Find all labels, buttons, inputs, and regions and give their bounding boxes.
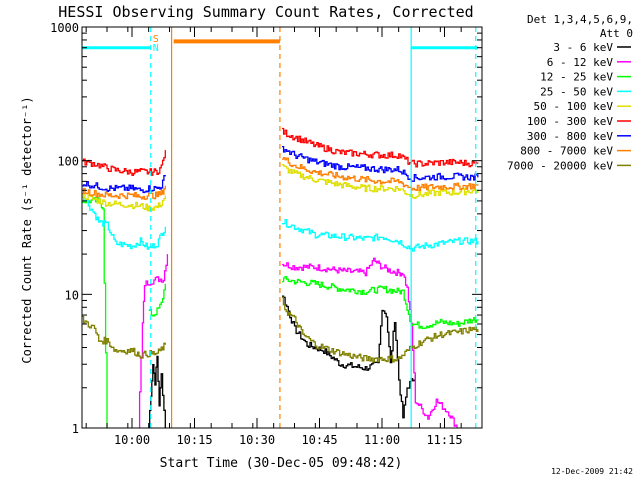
y-tick-label: 10: [65, 288, 79, 302]
series-line-12-25-kev-seg0: [82, 197, 108, 428]
legend-label-6-12-kev: 6 - 12 keV: [547, 56, 614, 69]
legend-header-line-2: Att 0: [600, 27, 633, 40]
legend: Det 1,3,4,5,6,9, Att 0 3 - 6 keV 6 - 12 k…: [507, 13, 633, 172]
legend-label-7000-20000-kev: 7000 - 20000 keV: [507, 159, 613, 172]
plot-frame: [81, 26, 483, 429]
x-tick-label: 10:15: [176, 433, 212, 447]
legend-label-3-6-kev: 3 - 6 keV: [553, 41, 613, 54]
series-line-100-300-kev-seg0: [82, 150, 166, 177]
series-line-7000-20000-kev-seg1: [282, 296, 479, 363]
legend-label-25-50-kev: 25 - 50 keV: [540, 85, 613, 98]
legend-label-12-25-kev: 12 - 25 keV: [540, 71, 613, 84]
legend-label-50-100-kev: 50 - 100 keV: [534, 100, 614, 113]
series-line-300-800-kev-seg1: [282, 145, 479, 182]
y-tick-label: 1: [72, 422, 79, 436]
series-line-100-300-kev-seg1: [282, 127, 479, 168]
y-axis-label-text: Corrected Count Rate (s⁻¹ detector⁻¹): [20, 96, 34, 363]
series-line-800-7000-kev-seg0: [82, 185, 166, 200]
series-line-300-800-kev-seg0: [82, 175, 166, 194]
flag-label-s: S: [153, 34, 159, 45]
series-line-25-50-kev-seg0: [82, 196, 166, 250]
chart-title: HESSI Observing Summary Count Rates, Cor…: [58, 3, 473, 21]
data-layer: [82, 27, 479, 428]
x-axis-label: Start Time (30-Dec-05 09:48:42): [160, 456, 403, 471]
series-line-7000-20000-kev-seg0: [82, 315, 166, 359]
x-tick-label: 10:30: [239, 433, 275, 447]
y-tick-label: 100: [57, 155, 79, 169]
series-line-3-6-kev-seg0: [148, 355, 166, 428]
footer-date: 12-Dec-2009 21:42: [551, 467, 633, 476]
x-tick-label: 10:45: [301, 433, 337, 447]
series-line-800-7000-kev-seg1: [282, 157, 479, 192]
series-line-3-6-kev-seg1: [282, 295, 416, 419]
legend-header-line-1: Det 1,3,4,5,6,9,: [527, 13, 633, 26]
series-line-6-12-kev-seg0: [138, 254, 169, 428]
x-tick-label: 11:15: [426, 433, 462, 447]
legend-label-300-800-kev: 300 - 800 keV: [527, 130, 613, 143]
series-line-25-50-kev-seg1: [282, 218, 479, 252]
series-line-50-100-kev-seg1: [282, 164, 479, 199]
y-axis-label: Corrected Count Rate (s⁻¹ detector⁻¹): [20, 96, 34, 363]
legend-label-100-300-kev: 100 - 300 keV: [527, 115, 613, 128]
series-line-50-100-kev-seg0: [82, 193, 166, 212]
flag-label-n: N: [153, 43, 159, 54]
y-tick-label: 1000: [50, 21, 79, 35]
plot-area: SN 1 10 100 1000 10:00 10:15 10:30 10:45 11:00 11:…: [50, 21, 483, 447]
series-line-12-25-kev-seg2: [282, 275, 479, 330]
series-line-6-12-kev-seg1: [282, 257, 458, 428]
legend-label-800-7000-kev: 800 - 7000 keV: [520, 145, 613, 158]
x-tick-label: 11:00: [364, 433, 400, 447]
series-line-12-25-kev-seg1: [148, 283, 166, 317]
x-tick-label: 10:00: [114, 433, 150, 447]
